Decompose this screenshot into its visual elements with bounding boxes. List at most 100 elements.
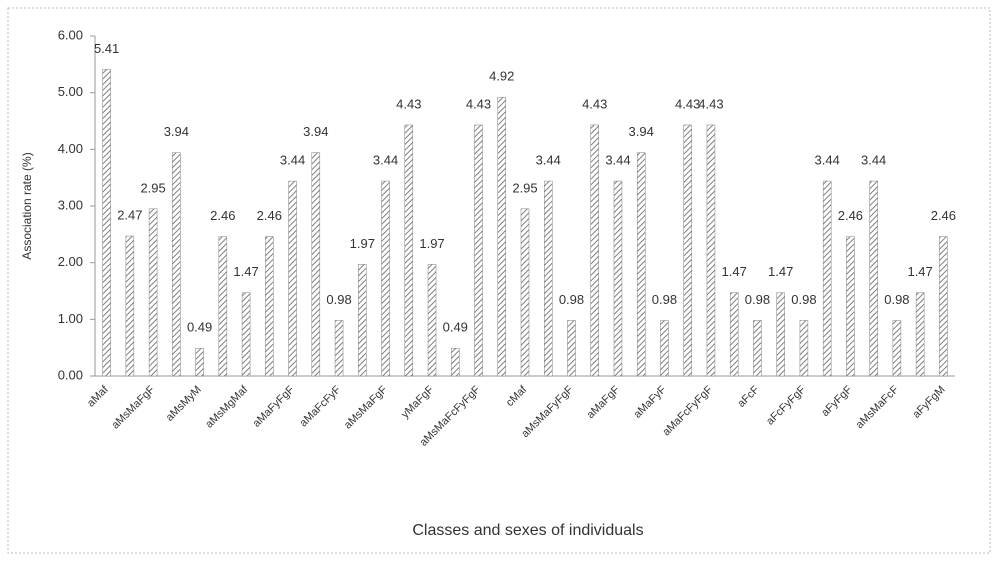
- bar: [729, 292, 739, 377]
- data-label: 1.97: [419, 236, 444, 251]
- bar: [520, 208, 530, 377]
- y-tick-label: 2.00: [58, 254, 83, 269]
- bar: [636, 152, 646, 377]
- data-label: 0.98: [884, 292, 909, 307]
- data-label: 5.41: [94, 41, 119, 56]
- data-label: 3.44: [280, 153, 305, 168]
- bar: [822, 180, 832, 377]
- data-label: 2.95: [140, 180, 165, 195]
- data-label: 0.49: [443, 320, 468, 335]
- x-tick-label: aMsMaFgF: [342, 383, 390, 431]
- data-label: 1.47: [722, 264, 747, 279]
- x-tick-label: aMaFcFyFgF: [660, 384, 715, 439]
- bar: [241, 292, 251, 377]
- bar: [358, 264, 367, 377]
- x-tick-label: aMaf: [85, 383, 111, 409]
- data-label: 3.94: [303, 124, 328, 139]
- x-tick-label: aMaFcFyF: [298, 383, 344, 429]
- x-tick-label: aMaFgF: [585, 384, 623, 422]
- data-label: 0.98: [791, 292, 816, 307]
- bar: [799, 320, 809, 377]
- data-label: 0.49: [187, 320, 212, 335]
- data-label: 3.94: [164, 124, 189, 139]
- y-axis-title: Association rate (%): [20, 152, 34, 259]
- x-tick-label: aFcF: [735, 383, 761, 409]
- bar: [590, 124, 599, 377]
- data-label: 2.46: [931, 208, 956, 223]
- data-label: 1.47: [907, 264, 932, 279]
- data-label: 2.95: [512, 180, 537, 195]
- data-label: 3.44: [373, 153, 398, 168]
- x-tick-label: yMaFgF: [399, 383, 436, 420]
- y-tick-label: 5.00: [58, 84, 83, 99]
- bar: [497, 96, 507, 377]
- data-label: 4.43: [466, 96, 491, 111]
- bar: [567, 320, 576, 377]
- x-tick-label: aFyFgM: [911, 384, 948, 421]
- bar: [613, 180, 623, 377]
- bar: [915, 292, 925, 377]
- data-label: 2.46: [257, 208, 282, 223]
- data-label: 0.98: [652, 292, 677, 307]
- data-label: 2.46: [210, 208, 235, 223]
- bar: [706, 124, 716, 377]
- data-label: 4.43: [675, 96, 700, 111]
- x-tick-label: aMsMgMaf: [203, 383, 251, 431]
- bar: [939, 236, 948, 377]
- bar: [172, 152, 181, 377]
- bar: [102, 69, 111, 377]
- data-label: 1.47: [233, 264, 258, 279]
- bar: [660, 320, 669, 377]
- bar: [753, 320, 762, 377]
- data-label: 4.92: [489, 69, 514, 84]
- x-axis-title: Classes and sexes of individuals: [412, 522, 643, 539]
- bar: [776, 292, 785, 377]
- x-tick-label: aMaFyFgF: [251, 384, 297, 430]
- data-label: 3.44: [861, 153, 886, 168]
- bar: [311, 152, 321, 377]
- data-label: 4.43: [396, 96, 421, 111]
- bar: [451, 347, 460, 377]
- chart-frame: [7, 7, 991, 554]
- x-tick-label: aMsMaFgF: [109, 383, 157, 431]
- data-label: 2.47: [117, 207, 142, 222]
- bar: [218, 236, 228, 377]
- x-tick-label: aMsMyM: [164, 384, 204, 424]
- y-tick-label: 6.00: [58, 27, 83, 42]
- x-tick-label: aFcFyFgF: [764, 384, 808, 428]
- y-tick-label: 3.00: [58, 197, 83, 212]
- data-label: 0.98: [326, 292, 351, 307]
- x-tick-label: aMaFyF: [632, 383, 669, 420]
- y-tick-label: 4.00: [58, 141, 83, 156]
- data-label: 3.44: [536, 153, 561, 168]
- data-label: 0.98: [745, 292, 770, 307]
- bar: [125, 235, 135, 377]
- bar: [869, 180, 878, 377]
- bar: [288, 180, 297, 377]
- data-label: 4.43: [698, 96, 723, 111]
- bar: [265, 236, 274, 377]
- y-tick-label: 1.00: [58, 311, 83, 326]
- data-label: 3.44: [815, 153, 840, 168]
- bar: [427, 264, 437, 377]
- x-tick-label: aMsMaFcF: [854, 383, 902, 431]
- data-label: 3.44: [605, 153, 630, 168]
- y-tick-label: 0.00: [58, 367, 83, 382]
- data-label: 4.43: [582, 96, 607, 111]
- bar: [846, 236, 855, 377]
- bar: [892, 320, 902, 377]
- data-label: 3.94: [629, 124, 654, 139]
- bar: [404, 124, 414, 377]
- bar: [195, 347, 204, 377]
- data-label: 2.46: [838, 208, 863, 223]
- bar: [148, 208, 158, 377]
- bar: [334, 320, 344, 377]
- x-tick-label: aFyFgF: [819, 384, 854, 419]
- bar: [381, 180, 390, 377]
- data-label: 1.97: [350, 236, 375, 251]
- bar: [543, 180, 553, 377]
- data-label: 0.98: [559, 292, 584, 307]
- bar: [683, 124, 692, 377]
- data-label: 1.47: [768, 264, 793, 279]
